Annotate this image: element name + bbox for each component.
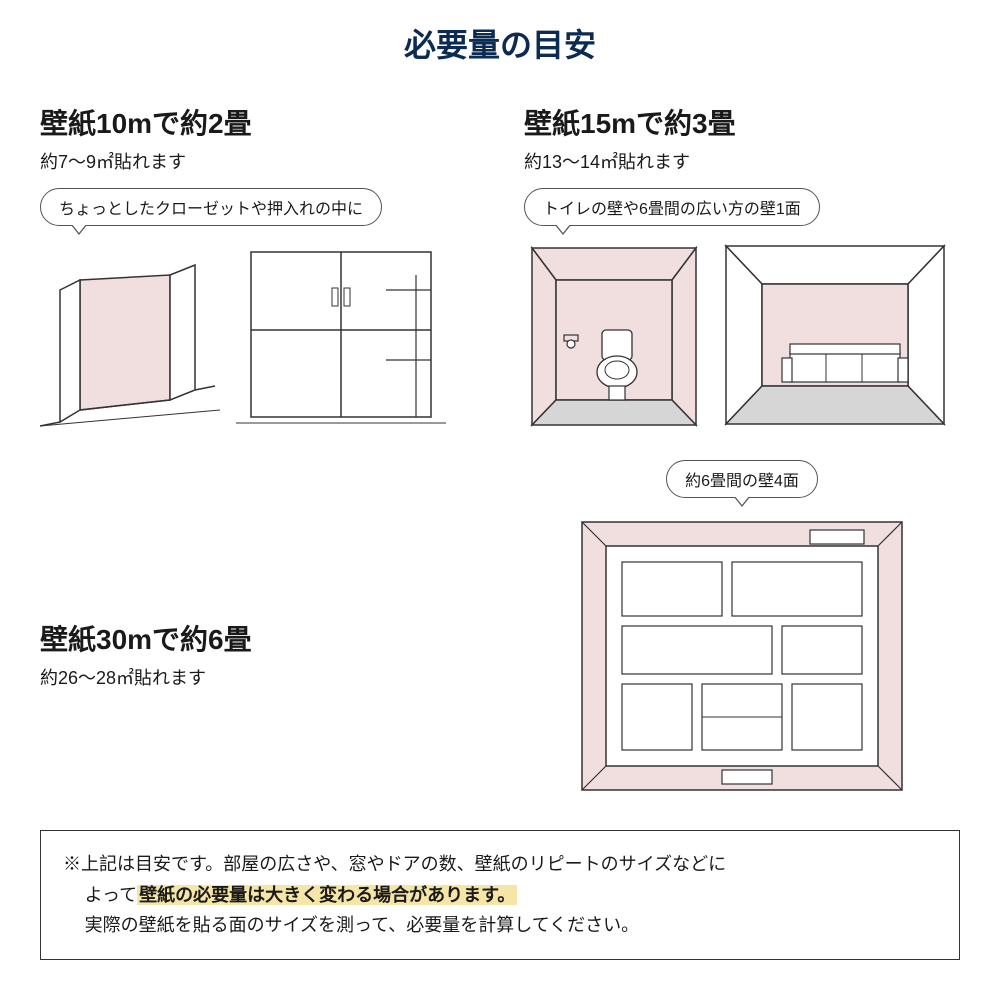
sub-10m: 約7〜9㎡貼れます <box>40 148 476 174</box>
bubble-10m: ちょっとしたクローゼットや押入れの中に <box>40 188 382 226</box>
footer-line3: 実際の壁紙を貼る面のサイズを測って、必要量を計算してください。 <box>63 910 937 941</box>
page-title: 必要量の目安 <box>40 20 960 66</box>
sub-30m: 約26〜28㎡貼れます <box>40 664 476 690</box>
footer-line1: ※上記は目安です。部屋の広さや、窓やドアの数、壁紙のリピートのサイズなどに <box>63 854 726 874</box>
heading-30m: 壁紙30mで約6畳 <box>40 618 476 658</box>
section-15m: 壁紙15mで約3畳 約13〜14㎡貼れます トイレの壁や6畳間の広い方の壁1面 <box>524 102 960 430</box>
content-grid: 壁紙10mで約2畳 約7〜9㎡貼れます ちょっとしたクローゼットや押入れの中に <box>40 102 960 802</box>
room-accent-wall-icon <box>720 240 950 430</box>
section-30m-illus: 約6畳間の壁4面 <box>524 460 960 802</box>
footer-highlight: 壁紙の必要量は大きく変わる場合があります。 <box>137 885 517 905</box>
footer-note: ※上記は目安です。部屋の広さや、窓やドアの数、壁紙のリピートのサイズなどに よっ… <box>40 830 960 960</box>
room-floorplan-icon <box>572 512 912 802</box>
oshiire-icon <box>236 240 446 430</box>
heading-10m: 壁紙10mで約2畳 <box>40 102 476 142</box>
toilet-room-icon <box>524 240 704 430</box>
section-30m: 壁紙30mで約6畳 約26〜28㎡貼れます <box>40 558 476 704</box>
section-10m: 壁紙10mで約2畳 約7〜9㎡貼れます ちょっとしたクローゼットや押入れの中に <box>40 102 476 430</box>
sub-15m: 約13〜14㎡貼れます <box>524 148 960 174</box>
bubble-15m: トイレの壁や6畳間の広い方の壁1面 <box>524 188 820 226</box>
illus-10m <box>40 240 476 430</box>
footer-line2-prefix: よって <box>85 885 138 905</box>
bubble-30m: 約6畳間の壁4面 <box>666 460 818 498</box>
illus-15m <box>524 240 960 430</box>
closet-icon <box>40 250 220 430</box>
heading-15m: 壁紙15mで約3畳 <box>524 102 960 142</box>
